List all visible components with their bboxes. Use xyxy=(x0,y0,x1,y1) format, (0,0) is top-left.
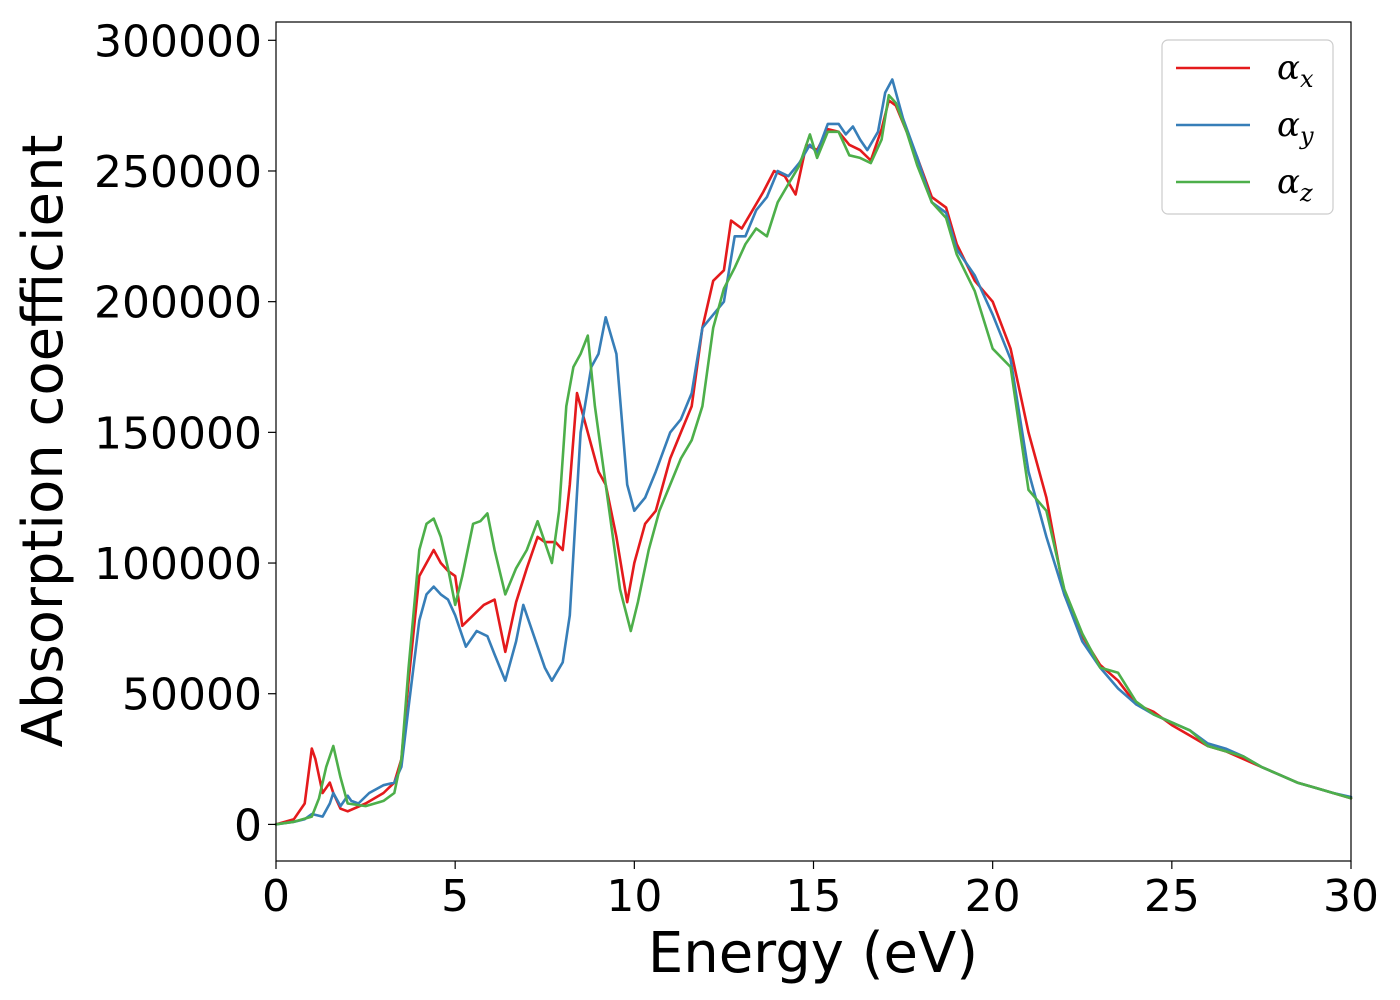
series-layer xyxy=(274,78,1353,826)
y-axis-label: Absorption coefficient xyxy=(11,135,76,748)
y-tick-label: 100000 xyxy=(94,539,262,590)
x-tick-label: 20 xyxy=(965,871,1021,922)
y-tick-label: 150000 xyxy=(94,408,262,459)
legend-label-z: αz xyxy=(1277,162,1313,207)
x-axis: 0 5 10 15 20 25 30 xyxy=(262,861,1379,922)
x-tick-label: 15 xyxy=(786,871,842,922)
legend-label-y: αy xyxy=(1277,105,1314,150)
x-tick-label: 25 xyxy=(1144,871,1200,922)
series-line-y xyxy=(274,78,1353,826)
legend-entries: αx αy αz xyxy=(1176,48,1314,207)
x-tick-label: 0 xyxy=(262,871,290,922)
y-tick-label: 0 xyxy=(234,800,262,851)
x-tick-label: 30 xyxy=(1323,871,1379,922)
x-axis-label: Energy (eV) xyxy=(648,921,978,986)
y-tick-label: 200000 xyxy=(94,278,262,329)
y-axis: 0 50000 100000 150000 200000 250000 300000 xyxy=(94,16,276,851)
legend-label-x: αx xyxy=(1277,48,1314,93)
y-tick-label: 300000 xyxy=(94,16,262,67)
y-tick-label: 50000 xyxy=(122,670,262,721)
series-line-z xyxy=(274,93,1353,826)
x-tick-label: 5 xyxy=(441,871,469,922)
x-tick-label: 10 xyxy=(606,871,662,922)
legend: αx αy αz xyxy=(1161,39,1334,215)
legend-frame xyxy=(1161,39,1334,215)
y-tick-label: 250000 xyxy=(94,147,262,198)
